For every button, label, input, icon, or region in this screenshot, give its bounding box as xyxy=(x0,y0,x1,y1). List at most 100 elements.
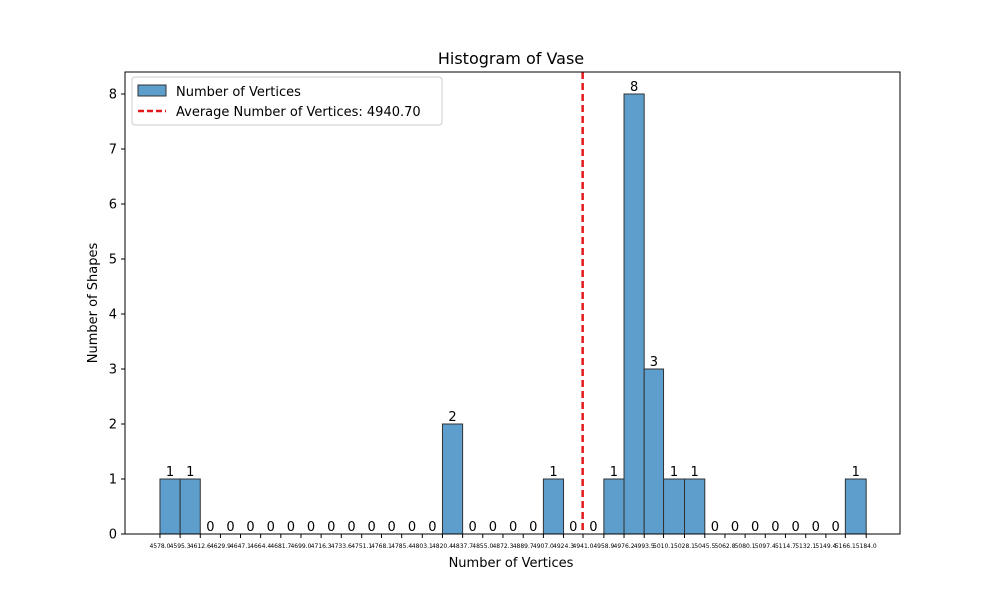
x-tick-label: 4751.1 xyxy=(351,543,372,550)
legend-box xyxy=(131,76,443,126)
x-tick-label: 4941.0 xyxy=(573,543,594,550)
y-tick-label: 5 xyxy=(109,253,117,268)
y-axis-label: Number of Shapes xyxy=(86,243,101,364)
bar-count-label: 0 xyxy=(428,520,436,535)
histogram-bar xyxy=(603,478,625,535)
x-tick-label: 4716.3 xyxy=(311,543,332,550)
legend-entry-mean: Average Number of Vertices: 4940.70 xyxy=(176,105,421,120)
bar-count-label: 0 xyxy=(791,520,799,535)
x-tick-label: 5149.4 xyxy=(815,543,836,550)
bar-count-label: 0 xyxy=(509,520,517,535)
chart-title: Histogram of Vase xyxy=(438,49,584,68)
bar-count-label: 0 xyxy=(246,520,254,535)
histogram-bar xyxy=(441,423,464,535)
x-tick-label: 4595.3 xyxy=(170,543,191,550)
bar-count-label: 1 xyxy=(166,465,174,480)
x-tick-label: 5062.8 xyxy=(714,543,735,550)
axes-frame xyxy=(124,71,901,535)
x-tick-label: 5114.7 xyxy=(775,543,796,550)
histogram-bar xyxy=(159,478,181,535)
x-tick-label: 5184.0 xyxy=(856,543,877,550)
x-tick-label: 4976.2 xyxy=(614,543,635,550)
histogram-bar xyxy=(542,478,565,535)
bar-count-label: 0 xyxy=(589,520,597,535)
legend: Number of Vertices Average Number of Ver… xyxy=(131,76,443,126)
x-tick-label: 4733.6 xyxy=(331,543,352,550)
bar-count-label: 0 xyxy=(529,520,537,535)
bar-count-label: 1 xyxy=(670,465,678,480)
bar-count-label: 0 xyxy=(387,520,395,535)
bar-count-label: 0 xyxy=(812,520,820,535)
x-tick-label: 4664.4 xyxy=(250,543,271,550)
bar-count-label: 8 xyxy=(630,80,638,95)
x-tick-label: 4907.0 xyxy=(533,543,554,550)
histogram-bar xyxy=(623,93,645,535)
histogram-bar xyxy=(643,368,665,535)
bar-count-label: 0 xyxy=(569,520,577,535)
x-tick-label: 4768.1 xyxy=(371,543,392,550)
bar-count-label: 2 xyxy=(448,410,456,425)
x-tick-label: 4785.4 xyxy=(391,543,412,550)
y-tick-label: 0 xyxy=(109,528,117,543)
x-tick-label: 4855.0 xyxy=(472,543,493,550)
y-tick-label: 7 xyxy=(109,143,117,158)
x-tick-label: 4837.7 xyxy=(452,543,473,550)
legend-entry-bars: Number of Vertices xyxy=(176,85,301,100)
x-tick-label: 4958.9 xyxy=(593,543,614,550)
bar-count-label: 0 xyxy=(711,520,719,535)
x-tick-label: 4647.1 xyxy=(230,543,251,550)
x-tick-label: 5097.4 xyxy=(755,543,776,550)
x-tick-label: 4578.0 xyxy=(149,543,170,550)
bar-count-label: 0 xyxy=(831,520,839,535)
x-tick-label: 5028.1 xyxy=(674,543,695,550)
x-tick-label: 4681.7 xyxy=(270,543,291,550)
bar-count-label: 0 xyxy=(367,520,375,535)
y-tick-label: 3 xyxy=(109,363,117,378)
bar-count-label: 0 xyxy=(489,520,497,535)
bar-count-label: 0 xyxy=(408,520,416,535)
bar-count-label: 0 xyxy=(287,520,295,535)
bar-count-label: 0 xyxy=(307,520,315,535)
x-tick-label: 4924.3 xyxy=(553,543,574,550)
x-tick-label: 5080.1 xyxy=(735,543,756,550)
bar-count-label: 3 xyxy=(650,355,658,370)
legend-swatch-bars xyxy=(137,84,167,97)
bar-count-label: 0 xyxy=(347,520,355,535)
bar-count-label: 0 xyxy=(226,520,234,535)
x-tick-label: 5010.1 xyxy=(653,543,674,550)
x-axis-label: Number of Vertices xyxy=(449,556,574,571)
bar-count-label: 0 xyxy=(327,520,335,535)
y-tick-label: 8 xyxy=(109,88,117,103)
histogram-bar xyxy=(684,478,706,535)
y-tick-label: 1 xyxy=(109,473,117,488)
x-tick-label: 4872.3 xyxy=(492,543,513,550)
x-tick-label: 4889.7 xyxy=(513,543,534,550)
x-tick-label: 4629.9 xyxy=(210,543,231,550)
bar-count-label: 1 xyxy=(691,465,699,480)
x-tick-label: 4612.6 xyxy=(190,543,211,550)
x-tick-label: 4699.0 xyxy=(290,543,311,550)
bar-count-label: 1 xyxy=(549,465,557,480)
x-tick-label: 5045.5 xyxy=(694,543,715,550)
bar-count-label: 0 xyxy=(206,520,214,535)
histogram-bar xyxy=(663,478,686,535)
x-tick-label: 4993.5 xyxy=(634,543,655,550)
y-tick-label: 6 xyxy=(109,198,117,213)
bar-count-label: 0 xyxy=(771,520,779,535)
y-tick-label: 2 xyxy=(109,418,117,433)
x-tick-label: 4803.1 xyxy=(412,543,433,550)
bar-count-label: 0 xyxy=(731,520,739,535)
bar-count-label: 1 xyxy=(852,465,860,480)
x-tick-label: 5132.1 xyxy=(795,543,816,550)
x-tick-label: 4820.4 xyxy=(432,543,453,550)
bar-count-label: 0 xyxy=(267,520,275,535)
bar-count-label: 1 xyxy=(186,465,194,480)
bar-count-label: 0 xyxy=(469,520,477,535)
bar-count-label: 0 xyxy=(751,520,759,535)
y-tick-label: 4 xyxy=(109,308,117,323)
histogram-bar xyxy=(179,478,201,535)
histogram-bar xyxy=(844,478,867,535)
bar-count-label: 1 xyxy=(610,465,618,480)
